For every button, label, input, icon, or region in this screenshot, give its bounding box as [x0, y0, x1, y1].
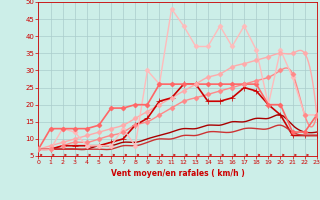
X-axis label: Vent moyen/en rafales ( km/h ): Vent moyen/en rafales ( km/h ) — [111, 169, 244, 178]
